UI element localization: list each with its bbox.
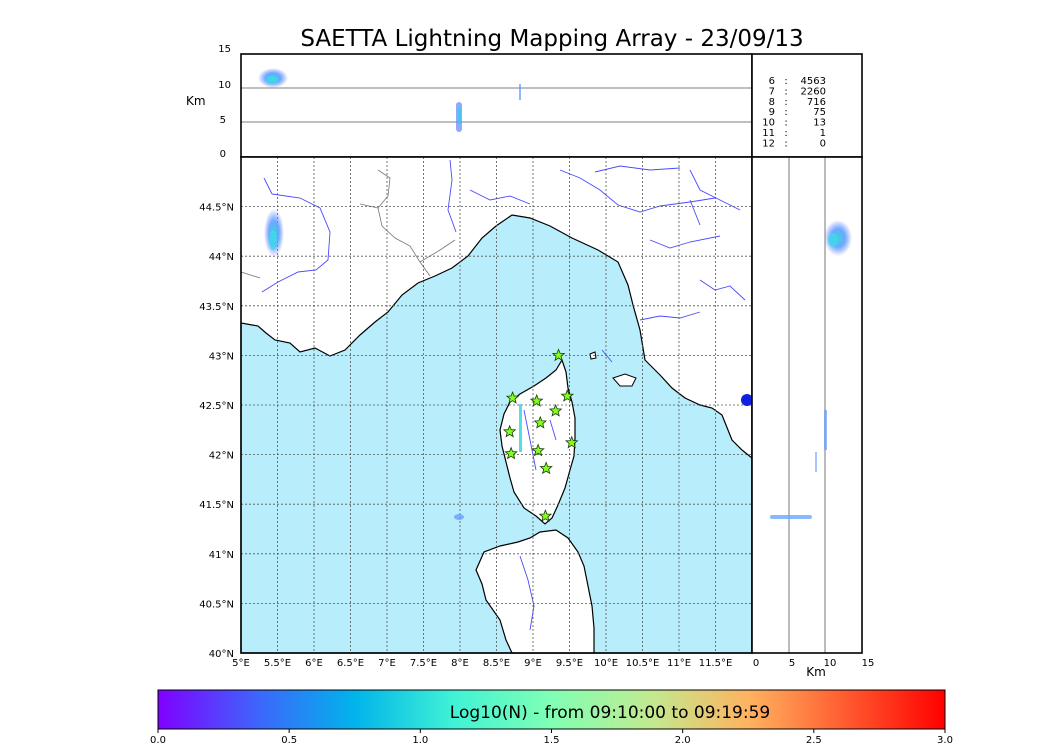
stat-colon: : xyxy=(784,138,787,149)
sardinia-island xyxy=(475,529,595,654)
side-panel: 0 5 10 15 Km xyxy=(751,156,875,679)
stat-value: 13 xyxy=(813,118,826,129)
colorbar-tick-label: 2.0 xyxy=(675,735,691,746)
map-panel: 40°N 40.5°N 41°N 41.5°N 42°N 42.5°N 43°N 43.5°N… xyxy=(199,156,753,669)
colorbar-tick-label: 1.0 xyxy=(412,735,428,746)
stat-value: 75 xyxy=(813,107,826,118)
reference-marker xyxy=(741,394,753,406)
lat-tick-label: 43.5°N xyxy=(199,302,234,313)
alt-tick-5: 5 xyxy=(220,115,226,126)
lat-tick-label: 44.5°N xyxy=(199,203,234,214)
lon-tick-label: 5°E xyxy=(232,658,250,669)
lon-tick-label: 10°E xyxy=(594,658,618,669)
stat-value: 0 xyxy=(820,138,826,149)
colorbar-tick-label: 0.5 xyxy=(281,735,297,746)
alt-tick-15: 15 xyxy=(218,44,231,55)
side-tick-10: 10 xyxy=(824,658,837,669)
lon-tick-label: 8.5°E xyxy=(483,658,510,669)
station-star xyxy=(551,348,566,362)
alt-tick-10: 10 xyxy=(218,80,231,91)
side-tick-15: 15 xyxy=(862,658,875,669)
stat-value: 1 xyxy=(820,128,826,139)
stat-label: 10 xyxy=(762,118,775,129)
stat-label: 8 xyxy=(769,97,775,108)
stat-label: 9 xyxy=(769,107,775,118)
station-star xyxy=(529,393,544,407)
lat-tick-label: 41°N xyxy=(209,550,234,561)
alt-tick-0: 0 xyxy=(220,149,226,160)
rivers xyxy=(261,159,746,631)
lon-tick-label: 9.5°E xyxy=(556,658,583,669)
lon-tick-label: 6.5°E xyxy=(337,658,364,669)
stat-colon: : xyxy=(784,128,787,139)
station-star xyxy=(531,443,545,457)
altitude-sources xyxy=(258,68,521,132)
lon-tick-label: 7.5°E xyxy=(410,658,437,669)
lat-tick-label: 40.5°N xyxy=(199,599,234,610)
side-sources xyxy=(770,220,852,519)
colorbar-gradient xyxy=(157,689,946,730)
elba-island xyxy=(612,373,637,387)
colorbar-tick-label: 2.5 xyxy=(806,735,822,746)
station-star xyxy=(538,508,553,522)
altitude-ylabel: Km xyxy=(186,94,206,108)
station-star xyxy=(539,461,553,475)
stat-value: 2260 xyxy=(801,86,826,97)
side-xlabel: Km xyxy=(806,665,826,679)
stat-colon: : xyxy=(784,76,787,87)
figure-title: SAETTA Lightning Mapping Array - 23/09/1… xyxy=(300,26,803,52)
lma-stations xyxy=(502,348,579,522)
stat-value: 716 xyxy=(807,97,826,108)
stat-label: 7 xyxy=(769,86,775,97)
lon-tick-label: 11.5°E xyxy=(699,658,733,669)
lat-tick-label: 42°N xyxy=(209,451,234,462)
colorbar-tick-label: 0.0 xyxy=(150,735,166,746)
colorbar-tick-label: 3.0 xyxy=(937,735,953,746)
colorbar-label: Log10(N) - from 09:10:00 to 09:19:59 xyxy=(450,703,770,723)
stat-colon: : xyxy=(784,97,787,108)
corsica-island xyxy=(499,358,576,525)
stat-colon: : xyxy=(784,118,787,129)
side-tick-0: 0 xyxy=(753,658,759,669)
colorbar: Log10(N) - from 09:10:00 to 09:19:59 0.0… xyxy=(150,689,953,746)
lon-tick-label: 9°E xyxy=(524,658,542,669)
lon-tick-label: 6°E xyxy=(305,658,323,669)
stat-label: 11 xyxy=(762,128,775,139)
altitude-panel: Km 15 10 5 0 xyxy=(186,44,753,160)
lon-tick-label: 8°E xyxy=(451,658,469,669)
lat-tick-label: 40°N xyxy=(209,649,234,660)
stat-label: 12 xyxy=(762,138,775,149)
stat-value: 4563 xyxy=(801,76,826,87)
lat-tick-label: 43°N xyxy=(209,351,234,362)
station-star xyxy=(560,388,575,402)
station-star xyxy=(502,424,517,438)
side-tick-5: 5 xyxy=(789,658,795,669)
station-star xyxy=(504,446,518,460)
station-star xyxy=(548,403,563,417)
stats-panel: 6: 4563 7: 2260 8: 716 9: 75 10: 13 11: 1 12: 0 xyxy=(751,53,863,158)
stat-colon: : xyxy=(784,107,787,118)
station-star xyxy=(564,435,579,449)
lat-tick-label: 44°N xyxy=(209,252,234,263)
country-borders xyxy=(240,169,456,279)
station-star xyxy=(533,415,548,429)
lat-tick-label: 41.5°N xyxy=(199,500,234,511)
lon-tick-label: 10.5°E xyxy=(626,658,660,669)
stat-label: 6 xyxy=(769,76,775,87)
lon-tick-label: 11°E xyxy=(667,658,691,669)
colorbar-tick-label: 1.5 xyxy=(544,735,560,746)
lon-tick-label: 7°E xyxy=(378,658,396,669)
station-star xyxy=(505,391,520,404)
map-sources xyxy=(264,209,522,520)
stat-colon: : xyxy=(784,86,787,97)
lon-tick-label: 5.5°E xyxy=(264,658,291,669)
lat-tick-label: 42.5°N xyxy=(199,401,234,412)
